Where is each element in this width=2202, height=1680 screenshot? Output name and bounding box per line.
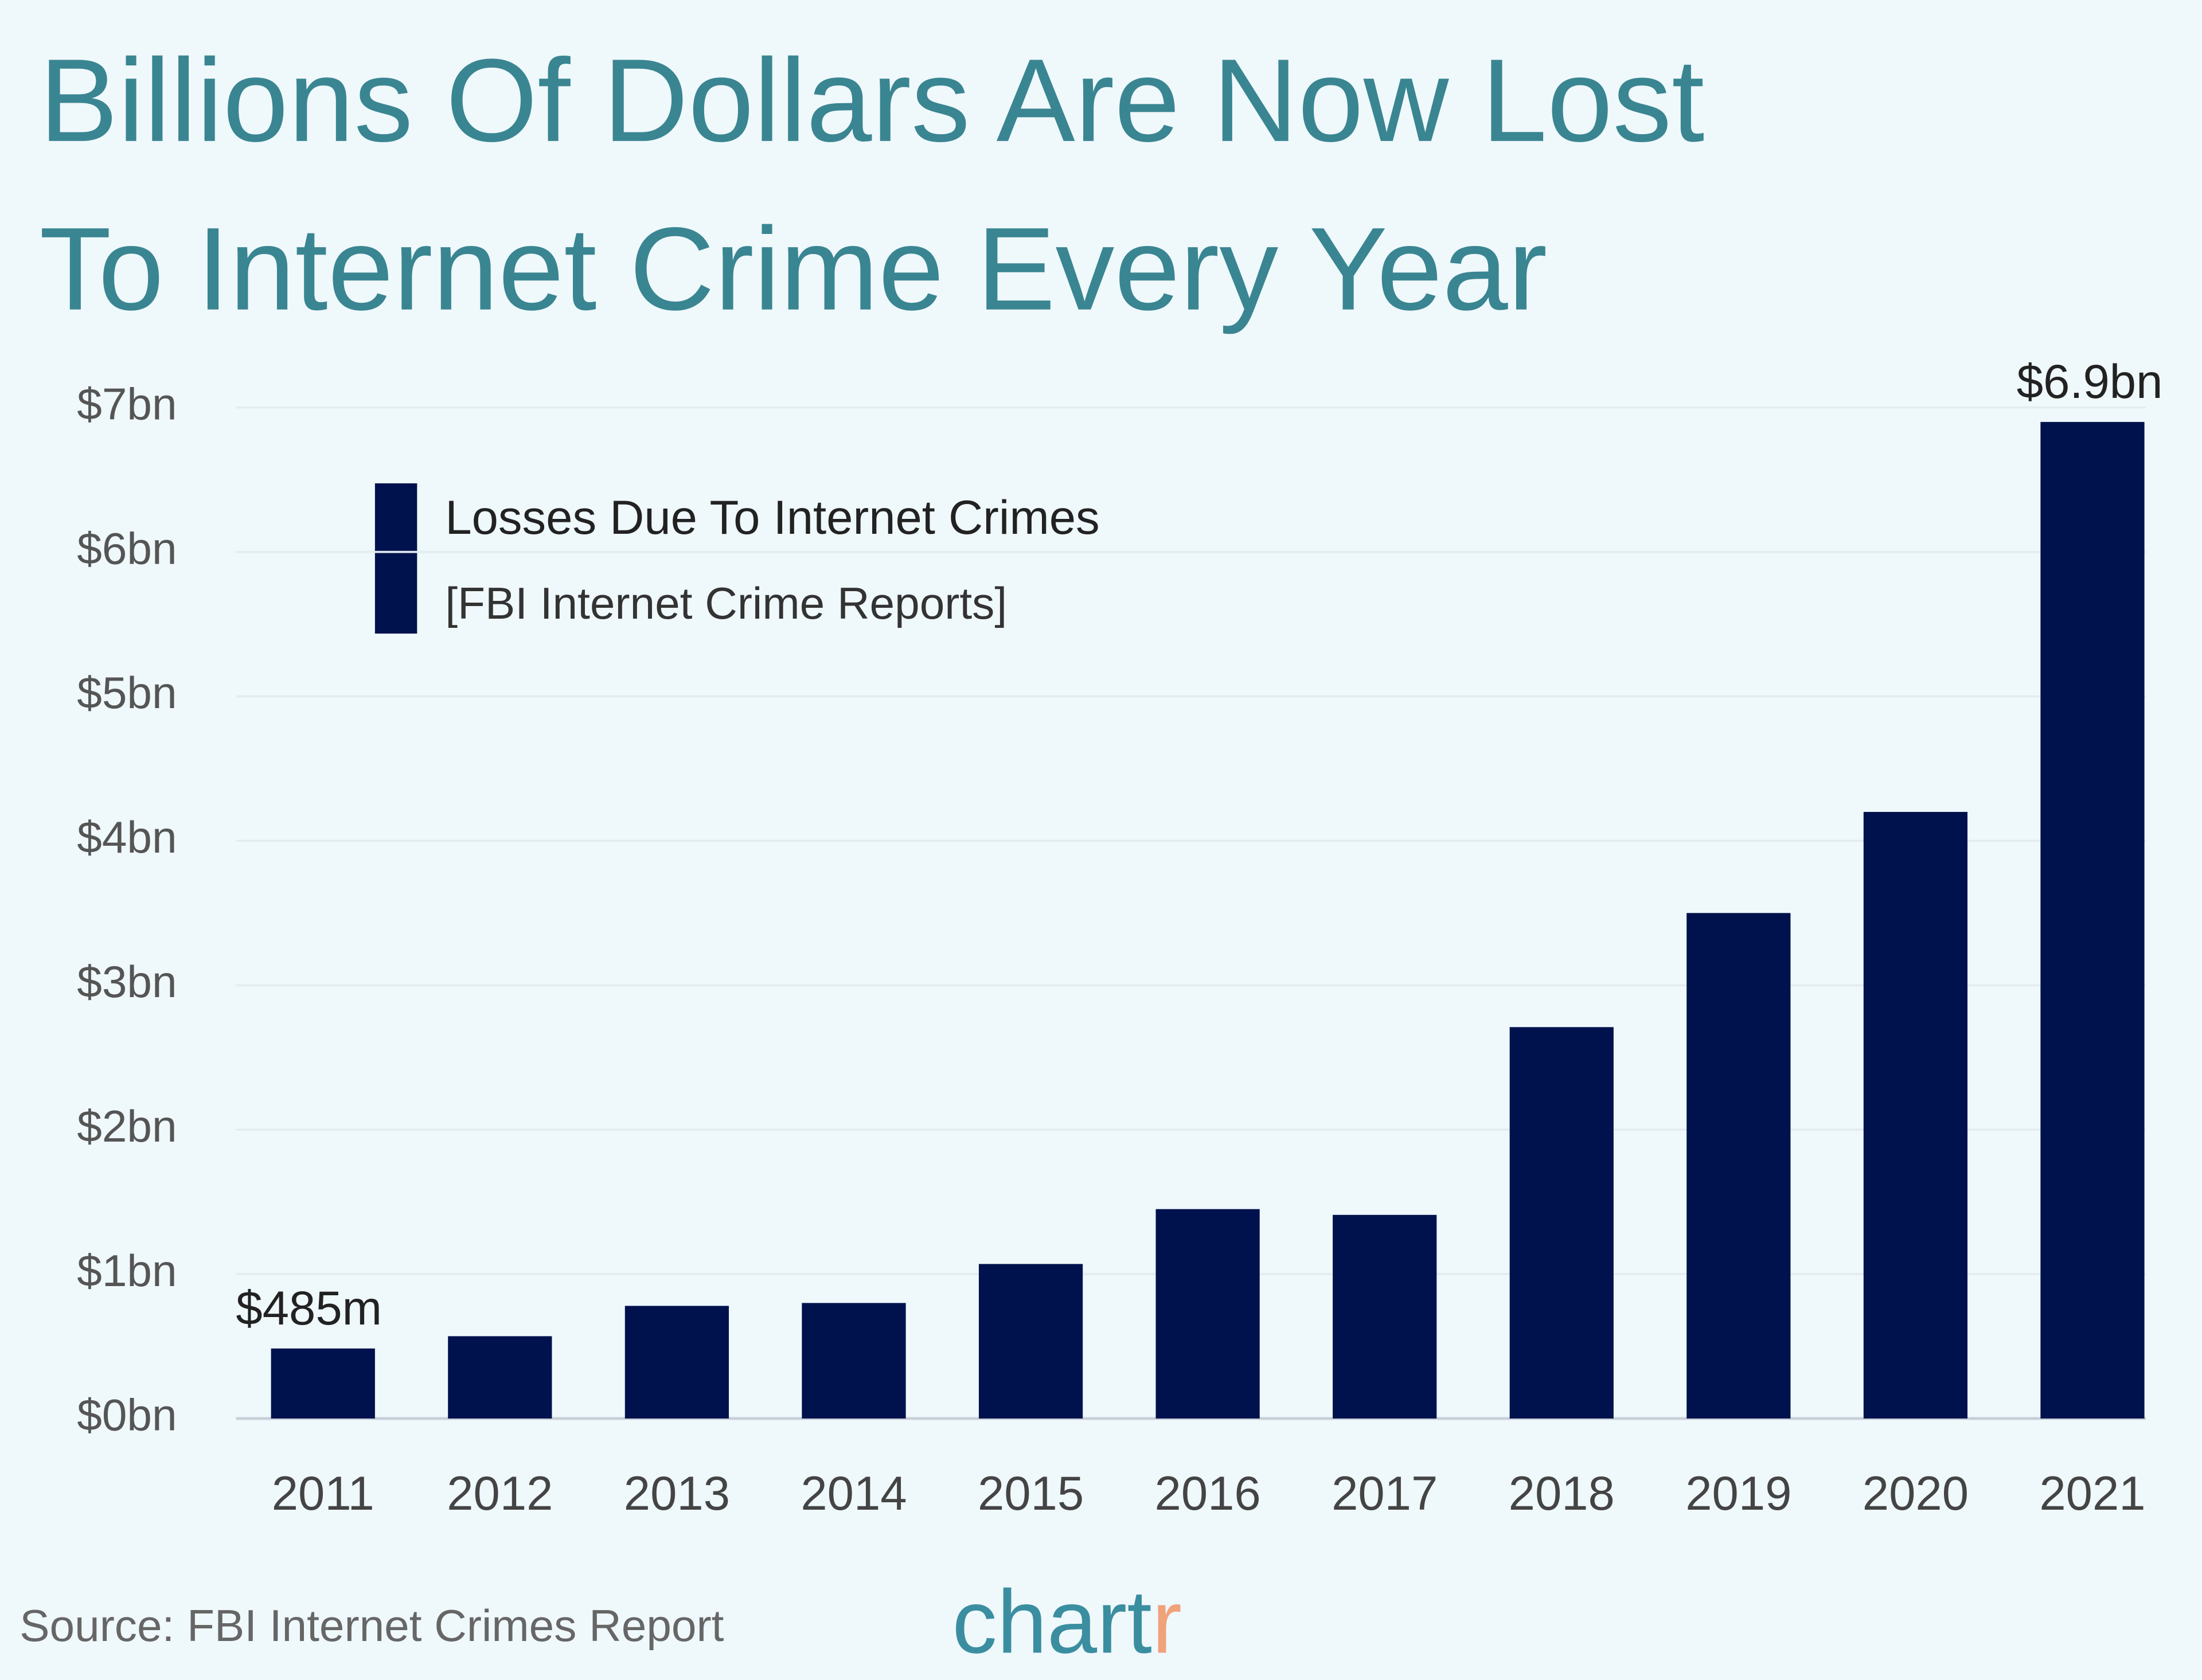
x-tick-label: 2020 — [1863, 1467, 1969, 1520]
data-label: $485m — [236, 1282, 382, 1335]
x-tick-label: 2015 — [978, 1467, 1084, 1520]
legend-note: [FBI Internet Crime Reports] — [445, 578, 1007, 628]
x-tick-label: 2021 — [2039, 1467, 2145, 1520]
legend-swatch — [374, 483, 417, 634]
x-tick-label: 2018 — [1509, 1467, 1615, 1520]
bar — [802, 1303, 906, 1419]
bar — [624, 1306, 729, 1419]
y-tick-label: $0bn — [77, 1390, 177, 1440]
legend-label: Losses Due To Internet Crimes — [445, 491, 1099, 544]
bar — [448, 1336, 552, 1419]
x-tick-label: 2013 — [624, 1467, 730, 1520]
bar — [1155, 1209, 1260, 1419]
logo: chartr — [952, 1572, 1182, 1673]
bar — [1863, 812, 1968, 1419]
x-tick-label: 2019 — [1685, 1467, 1791, 1520]
y-tick-label: $7bn — [77, 378, 177, 429]
y-tick-label: $5bn — [77, 667, 177, 718]
source: Source: FBI Internet Crimes Report — [19, 1600, 724, 1651]
x-tick-label: 2012 — [447, 1467, 553, 1520]
y-tick-label: $3bn — [77, 956, 177, 1007]
y-tick-label: $2bn — [77, 1101, 177, 1151]
bar — [1333, 1214, 1437, 1419]
x-tick-label: 2014 — [801, 1467, 907, 1520]
chart-title-line: To Internet Crime Every Year — [40, 203, 1548, 335]
data-label: $6.9bn — [2017, 355, 2163, 408]
bar — [271, 1348, 375, 1419]
y-tick-label: $6bn — [77, 523, 177, 573]
y-tick-label: $1bn — [77, 1245, 177, 1296]
bar — [1509, 1027, 1614, 1419]
x-tick-label: 2011 — [272, 1467, 374, 1520]
bar — [2040, 421, 2145, 1419]
x-tick-label: 2016 — [1155, 1467, 1261, 1520]
chart-title-line: Billions Of Dollars Are Now Lost — [40, 34, 1705, 166]
x-tick-label: 2017 — [1332, 1467, 1438, 1520]
bar — [1686, 913, 1791, 1419]
y-tick-label: $4bn — [77, 812, 177, 862]
bar — [978, 1264, 1083, 1419]
